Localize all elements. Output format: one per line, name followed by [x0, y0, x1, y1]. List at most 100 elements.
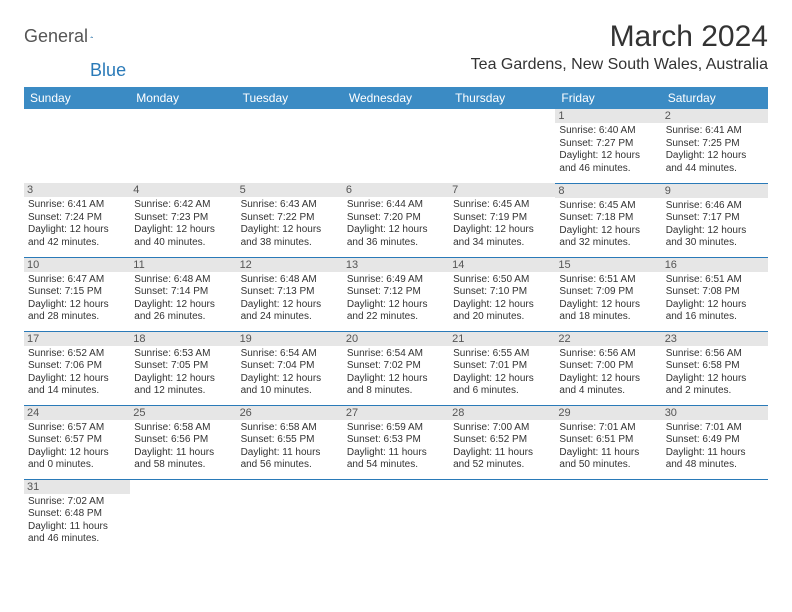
- daylight-line-1: Daylight: 12 hours: [453, 224, 551, 237]
- sunrise-line: Sunrise: 6:41 AM: [28, 199, 126, 212]
- sunrise-line: Sunrise: 6:44 AM: [347, 199, 445, 212]
- sunrise-line: Sunrise: 6:56 AM: [666, 348, 764, 361]
- day-info: Sunrise: 6:54 AMSunset: 7:04 PMDaylight:…: [241, 348, 339, 398]
- calendar-day-cell: [449, 479, 555, 553]
- calendar-day-cell: 30Sunrise: 7:01 AMSunset: 6:49 PMDayligh…: [662, 405, 768, 479]
- sail-icon: [90, 29, 93, 45]
- calendar-day-cell: [24, 109, 130, 183]
- day-info: Sunrise: 6:41 AMSunset: 7:25 PMDaylight:…: [666, 125, 764, 175]
- calendar-day-cell: [449, 109, 555, 183]
- sunrise-line: Sunrise: 6:59 AM: [347, 422, 445, 435]
- day-number: 18: [130, 332, 236, 346]
- daylight-line-1: Daylight: 12 hours: [28, 373, 126, 386]
- calendar-day-cell: [555, 479, 661, 553]
- sunset-line: Sunset: 7:08 PM: [666, 286, 764, 299]
- day-info: Sunrise: 6:48 AMSunset: 7:14 PMDaylight:…: [134, 274, 232, 324]
- calendar-day-cell: 4 Sunrise: 6:42 AMSunset: 7:23 PMDaylight…: [130, 183, 236, 257]
- calendar-day-cell: 24Sunrise: 6:57 AMSunset: 6:57 PMDayligh…: [24, 405, 130, 479]
- calendar-week-row: 1 Sunrise: 6:40 AMSunset: 7:27 PMDaylight…: [24, 109, 768, 183]
- sunset-line: Sunset: 7:01 PM: [453, 360, 551, 373]
- daylight-line-1: Daylight: 12 hours: [666, 299, 764, 312]
- day-info: Sunrise: 6:50 AMSunset: 7:10 PMDaylight:…: [453, 274, 551, 324]
- day-number: 9: [662, 184, 768, 198]
- sunset-line: Sunset: 7:20 PM: [347, 212, 445, 225]
- day-info: Sunrise: 6:56 AMSunset: 7:00 PMDaylight:…: [559, 348, 657, 398]
- day-info: Sunrise: 7:00 AMSunset: 6:52 PMDaylight:…: [453, 422, 551, 472]
- calendar-day-cell: 3Sunrise: 6:41 AMSunset: 7:24 PMDaylight…: [24, 183, 130, 257]
- daylight-line-1: Daylight: 12 hours: [666, 150, 764, 163]
- calendar-day-cell: 14Sunrise: 6:50 AMSunset: 7:10 PMDayligh…: [449, 257, 555, 331]
- day-number: 3: [24, 183, 130, 197]
- sunrise-line: Sunrise: 6:53 AM: [134, 348, 232, 361]
- calendar-day-cell: 29Sunrise: 7:01 AMSunset: 6:51 PMDayligh…: [555, 405, 661, 479]
- sunset-line: Sunset: 7:22 PM: [241, 212, 339, 225]
- sunset-line: Sunset: 6:58 PM: [666, 360, 764, 373]
- daylight-line-2: and 42 minutes.: [28, 237, 126, 250]
- calendar-day-cell: [237, 109, 343, 183]
- calendar-day-cell: [237, 479, 343, 553]
- daylight-line-1: Daylight: 12 hours: [347, 299, 445, 312]
- sunrise-line: Sunrise: 6:42 AM: [134, 199, 232, 212]
- day-number: 20: [343, 332, 449, 346]
- sunrise-line: Sunrise: 7:00 AM: [453, 422, 551, 435]
- sunrise-line: Sunrise: 6:45 AM: [453, 199, 551, 212]
- sunset-line: Sunset: 6:52 PM: [453, 434, 551, 447]
- calendar-day-cell: [662, 479, 768, 553]
- sunset-line: Sunset: 7:10 PM: [453, 286, 551, 299]
- day-info: Sunrise: 6:57 AMSunset: 6:57 PMDaylight:…: [28, 422, 126, 472]
- sunrise-line: Sunrise: 6:54 AM: [241, 348, 339, 361]
- daylight-line-2: and 16 minutes.: [666, 311, 764, 324]
- daylight-line-2: and 34 minutes.: [453, 237, 551, 250]
- day-number: 25: [130, 406, 236, 420]
- calendar-week-row: 10Sunrise: 6:47 AMSunset: 7:15 PMDayligh…: [24, 257, 768, 331]
- daylight-line-2: and 40 minutes.: [134, 237, 232, 250]
- calendar-day-cell: 31Sunrise: 7:02 AMSunset: 6:48 PMDayligh…: [24, 479, 130, 553]
- day-number: 31: [24, 480, 130, 494]
- daylight-line-1: Daylight: 12 hours: [134, 299, 232, 312]
- sunset-line: Sunset: 7:04 PM: [241, 360, 339, 373]
- sunrise-line: Sunrise: 7:01 AM: [666, 422, 764, 435]
- sunrise-line: Sunrise: 6:54 AM: [347, 348, 445, 361]
- weekday-header-row: Sunday Monday Tuesday Wednesday Thursday…: [24, 87, 768, 109]
- weekday-header: Saturday: [662, 87, 768, 109]
- day-number: 12: [237, 258, 343, 272]
- day-info: Sunrise: 6:42 AMSunset: 7:23 PMDaylight:…: [134, 199, 232, 249]
- calendar-week-row: 24Sunrise: 6:57 AMSunset: 6:57 PMDayligh…: [24, 405, 768, 479]
- sunrise-line: Sunrise: 6:48 AM: [134, 274, 232, 287]
- calendar-day-cell: 5Sunrise: 6:43 AMSunset: 7:22 PMDaylight…: [237, 183, 343, 257]
- weekday-header: Monday: [130, 87, 236, 109]
- day-info: Sunrise: 6:56 AMSunset: 6:58 PMDaylight:…: [666, 348, 764, 398]
- day-info: Sunrise: 6:51 AMSunset: 7:08 PMDaylight:…: [666, 274, 764, 324]
- calendar-day-cell: 13Sunrise: 6:49 AMSunset: 7:12 PMDayligh…: [343, 257, 449, 331]
- sunrise-line: Sunrise: 7:02 AM: [28, 496, 126, 509]
- sunset-line: Sunset: 7:05 PM: [134, 360, 232, 373]
- daylight-line-1: Daylight: 12 hours: [28, 299, 126, 312]
- day-info: Sunrise: 6:58 AMSunset: 6:56 PMDaylight:…: [134, 422, 232, 472]
- weekday-header: Thursday: [449, 87, 555, 109]
- day-info: Sunrise: 6:45 AMSunset: 7:18 PMDaylight:…: [559, 200, 657, 250]
- sunset-line: Sunset: 7:13 PM: [241, 286, 339, 299]
- daylight-line-2: and 50 minutes.: [559, 459, 657, 472]
- daylight-line-2: and 54 minutes.: [347, 459, 445, 472]
- daylight-line-1: Daylight: 11 hours: [28, 521, 126, 534]
- daylight-line-1: Daylight: 12 hours: [559, 373, 657, 386]
- daylight-line-2: and 52 minutes.: [453, 459, 551, 472]
- calendar-day-cell: 18Sunrise: 6:53 AMSunset: 7:05 PMDayligh…: [130, 331, 236, 405]
- day-number: 1: [555, 109, 661, 123]
- calendar-day-cell: 10Sunrise: 6:47 AMSunset: 7:15 PMDayligh…: [24, 257, 130, 331]
- sunset-line: Sunset: 7:14 PM: [134, 286, 232, 299]
- day-number: 6: [343, 183, 449, 197]
- daylight-line-2: and 44 minutes.: [666, 163, 764, 176]
- calendar-week-row: 17Sunrise: 6:52 AMSunset: 7:06 PMDayligh…: [24, 331, 768, 405]
- calendar-day-cell: 8Sunrise: 6:45 AMSunset: 7:18 PMDaylight…: [555, 183, 661, 257]
- day-number: 4: [130, 183, 236, 197]
- daylight-line-2: and 10 minutes.: [241, 385, 339, 398]
- day-number: 7: [449, 183, 555, 197]
- day-info: Sunrise: 6:49 AMSunset: 7:12 PMDaylight:…: [347, 274, 445, 324]
- daylight-line-2: and 32 minutes.: [559, 237, 657, 250]
- calendar-table: Sunday Monday Tuesday Wednesday Thursday…: [24, 87, 768, 553]
- sunset-line: Sunset: 7:27 PM: [559, 138, 657, 151]
- daylight-line-1: Daylight: 12 hours: [134, 224, 232, 237]
- day-info: Sunrise: 6:40 AMSunset: 7:27 PMDaylight:…: [559, 125, 657, 175]
- calendar-day-cell: [343, 109, 449, 183]
